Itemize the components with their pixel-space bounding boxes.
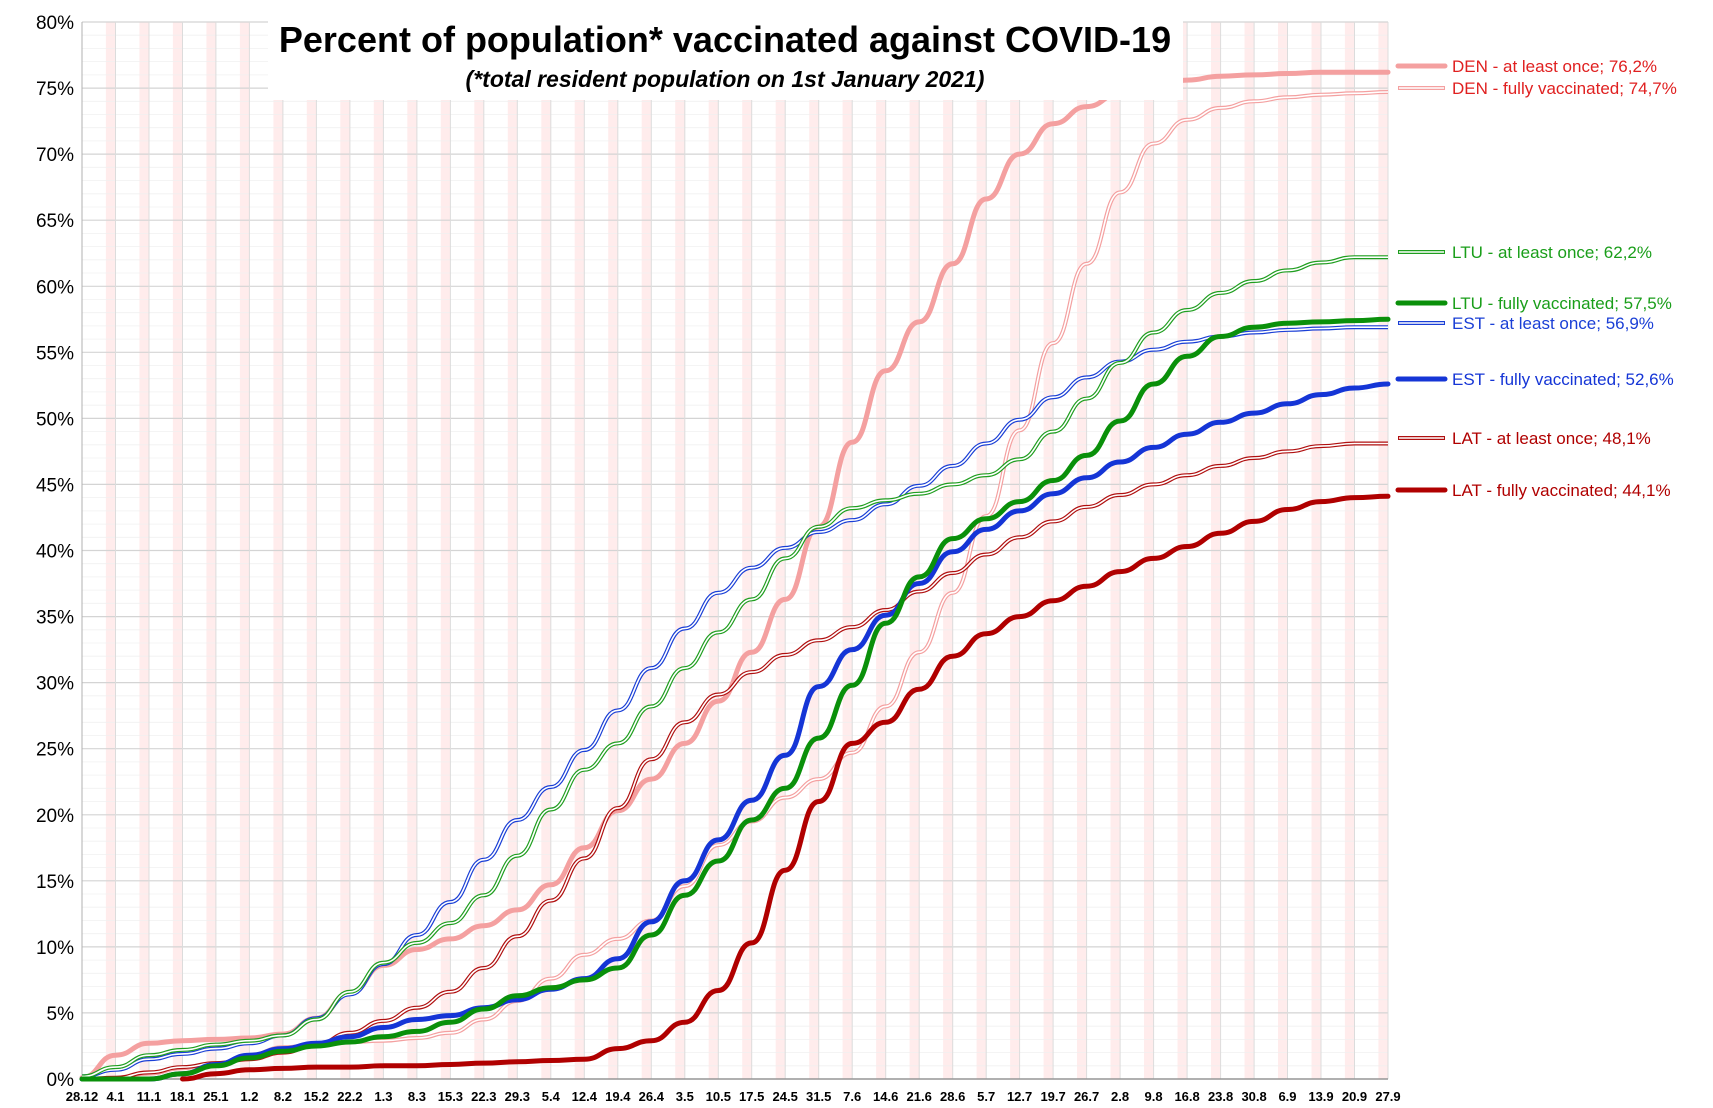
chart-title: Percent of population* vaccinated agains… bbox=[279, 19, 1171, 60]
series-line-ltu-fully-vaccinated bbox=[79, 316, 1391, 1082]
legend-label-den-at-least-once: DEN - at least once; 76,2% bbox=[1452, 57, 1657, 76]
x-tick-label: 12.7 bbox=[1007, 1089, 1032, 1104]
y-tick-label: 15% bbox=[36, 872, 74, 893]
y-tick-label: 60% bbox=[36, 277, 74, 298]
y-tick-label: 25% bbox=[36, 740, 74, 761]
x-tick-label: 2.8 bbox=[1111, 1089, 1129, 1104]
legend-label-lat-fully-vaccinated: LAT - fully vaccinated; 44,1% bbox=[1452, 481, 1671, 500]
y-tick-label: 65% bbox=[36, 211, 74, 232]
x-tick-label: 5.4 bbox=[542, 1089, 561, 1104]
x-tick-label: 8.2 bbox=[274, 1089, 292, 1104]
x-tick-label: 30.8 bbox=[1241, 1089, 1266, 1104]
chart-subtitle: (*total resident population on 1st Janua… bbox=[466, 66, 985, 92]
x-tick-label: 26.4 bbox=[639, 1089, 665, 1104]
x-tick-label: 19.4 bbox=[605, 1089, 631, 1104]
x-tick-label: 21.6 bbox=[907, 1089, 932, 1104]
legend-label-ltu-fully-vaccinated: LTU - fully vaccinated; 57,5% bbox=[1452, 294, 1672, 313]
x-tick-labels: 28.12 4.1 11.1 18.1 25.1 1.2 8.2 15.2 22.2 1.3 8.3… bbox=[66, 1089, 1401, 1104]
title-background bbox=[268, 18, 1183, 100]
x-tick-label: 5.7 bbox=[977, 1089, 995, 1104]
y-tick-label: 10% bbox=[36, 938, 74, 959]
x-tick-label: 15.3 bbox=[438, 1089, 463, 1104]
x-tick-label: 23.8 bbox=[1208, 1089, 1233, 1104]
x-tick-label: 28.6 bbox=[940, 1089, 965, 1104]
x-tick-label: 1.3 bbox=[374, 1089, 392, 1104]
x-tick-label: 12.4 bbox=[572, 1089, 598, 1104]
x-tick-label: 27.9 bbox=[1375, 1089, 1400, 1104]
x-tick-label: 4.1 bbox=[106, 1089, 124, 1104]
x-tick-label: 22.2 bbox=[337, 1089, 362, 1104]
legend-label-den-fully-vaccinated: DEN - fully vaccinated; 74,7% bbox=[1452, 79, 1677, 98]
y-tick-label: 80% bbox=[36, 13, 74, 34]
y-tick-label: 70% bbox=[36, 145, 74, 166]
x-tick-label: 31.5 bbox=[806, 1089, 831, 1104]
y-tick-label: 45% bbox=[36, 475, 74, 496]
x-tick-label: 13.9 bbox=[1308, 1089, 1333, 1104]
series-line-est-fully-vaccinated bbox=[79, 381, 1391, 1082]
series-line-lat-fully-vaccinated bbox=[180, 493, 1391, 1082]
y-tick-label: 35% bbox=[36, 608, 74, 629]
y-tick-label: 20% bbox=[36, 806, 74, 827]
x-tick-label: 25.1 bbox=[203, 1089, 228, 1104]
x-tick-label: 10.5 bbox=[706, 1089, 731, 1104]
legend-label-est-fully-vaccinated: EST - fully vaccinated; 52,6% bbox=[1452, 370, 1674, 389]
series-line-inner-ltu-at-least-once bbox=[81, 256, 1388, 1078]
x-tick-label: 1.2 bbox=[240, 1089, 258, 1104]
y-tick-label: 75% bbox=[36, 79, 74, 100]
y-tick-label: 40% bbox=[36, 542, 74, 563]
series-lines bbox=[79, 69, 1391, 1082]
x-tick-label: 22.3 bbox=[471, 1089, 496, 1104]
x-tick-label: 24.5 bbox=[773, 1089, 798, 1104]
y-tick-labels: 0% 5% 10% 15% 20% 25% 30% 35% 40% 45% 50% 55% 60% 65%… bbox=[36, 13, 74, 1091]
x-tick-label: 6.9 bbox=[1278, 1089, 1296, 1104]
x-tick-label: 15.2 bbox=[304, 1089, 329, 1104]
x-tick-label: 20.9 bbox=[1342, 1089, 1367, 1104]
x-tick-label: 7.6 bbox=[843, 1089, 861, 1104]
x-tick-label: 28.12 bbox=[66, 1089, 99, 1104]
x-tick-label: 18.1 bbox=[170, 1089, 195, 1104]
legend-label-ltu-at-least-once: LTU - at least once; 62,2% bbox=[1452, 243, 1652, 262]
x-tick-label: 9.8 bbox=[1145, 1089, 1163, 1104]
horizontal-gridlines bbox=[82, 21, 1388, 1080]
x-tick-label: 29.3 bbox=[505, 1089, 530, 1104]
x-tick-label: 11.1 bbox=[137, 1089, 162, 1104]
x-tick-label: 3.5 bbox=[676, 1089, 694, 1104]
y-tick-label: 5% bbox=[47, 1004, 75, 1025]
legend: DEN - at least once; 76,2% DEN - fully va… bbox=[1395, 57, 1677, 500]
y-tick-label: 30% bbox=[36, 674, 74, 695]
x-tick-label: 14.6 bbox=[873, 1089, 898, 1104]
x-tick-label: 17.5 bbox=[739, 1089, 764, 1104]
legend-label-lat-at-least-once: LAT - at least once; 48,1% bbox=[1452, 429, 1651, 448]
x-tick-label: 19.7 bbox=[1040, 1089, 1065, 1104]
legend-label-est-at-least-once: EST - at least once; 56,9% bbox=[1452, 314, 1654, 333]
y-tick-label: 50% bbox=[36, 409, 74, 430]
y-tick-label: 0% bbox=[47, 1070, 75, 1091]
y-tick-label: 55% bbox=[36, 343, 74, 364]
x-tick-label: 26.7 bbox=[1074, 1089, 1099, 1104]
x-tick-label: 16.8 bbox=[1174, 1089, 1199, 1104]
x-tick-label: 8.3 bbox=[408, 1089, 426, 1104]
